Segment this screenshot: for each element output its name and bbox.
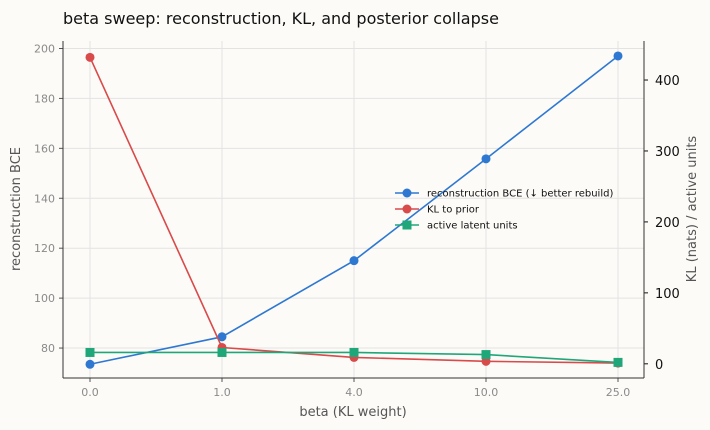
y-left-tick-label: 200 [34, 42, 55, 55]
legend: reconstruction BCE (↓ better rebuild) KL … [395, 188, 613, 232]
y-right-tick-label: 300 [655, 145, 680, 160]
tick-labels: 0.0 1.0 4.0 10.0 25.0 80 100 120 140 160 180 200 0 10… [34, 42, 680, 399]
series-point-0 [217, 332, 227, 342]
x-axis-label: beta (KL weight) [299, 405, 406, 420]
y-right-tick-label: 200 [655, 216, 680, 231]
series-point-0 [613, 51, 623, 61]
legend-label: active latent units [427, 221, 518, 232]
series-point-2 [349, 347, 359, 357]
y-left-tick-label: 80 [41, 342, 55, 355]
chart-title: beta sweep: reconstruction, KL, and post… [63, 9, 499, 28]
legend-marker [402, 204, 412, 214]
legend-marker [402, 220, 412, 230]
series-point-2 [85, 347, 95, 357]
legend-marker [402, 188, 412, 198]
legend-label: reconstruction BCE (↓ better rebuild) [427, 189, 613, 200]
series-point-2 [481, 350, 491, 360]
legend-label: KL to prior [427, 205, 480, 216]
series-point-0 [481, 154, 491, 164]
series-point-2 [217, 347, 227, 357]
y-right-tick-label: 0 [655, 358, 663, 373]
series-point-0 [349, 256, 359, 266]
series-point-1 [85, 52, 95, 62]
series-point-0 [85, 359, 95, 369]
grid [63, 41, 644, 378]
x-tick-label: 4.0 [345, 386, 363, 399]
series-layer [85, 51, 623, 369]
y-left-tick-label: 100 [34, 292, 55, 305]
x-tick-label: 0.0 [81, 386, 99, 399]
y-right-tick-label: 400 [655, 74, 680, 89]
y-left-tick-label: 180 [34, 92, 55, 105]
y-left-tick-label: 140 [34, 192, 55, 205]
x-tick-label: 25.0 [606, 386, 631, 399]
y-left-tick-label: 160 [34, 142, 55, 155]
series-point-2 [613, 357, 623, 367]
axes [59, 41, 648, 382]
y-axis-left-label: reconstruction BCE [9, 147, 24, 271]
x-tick-label: 10.0 [474, 386, 499, 399]
x-tick-label: 1.0 [213, 386, 231, 399]
y-right-tick-label: 100 [655, 287, 680, 302]
y-left-tick-label: 120 [34, 242, 55, 255]
y-axis-right-label: KL (nats) / active units [685, 136, 700, 283]
